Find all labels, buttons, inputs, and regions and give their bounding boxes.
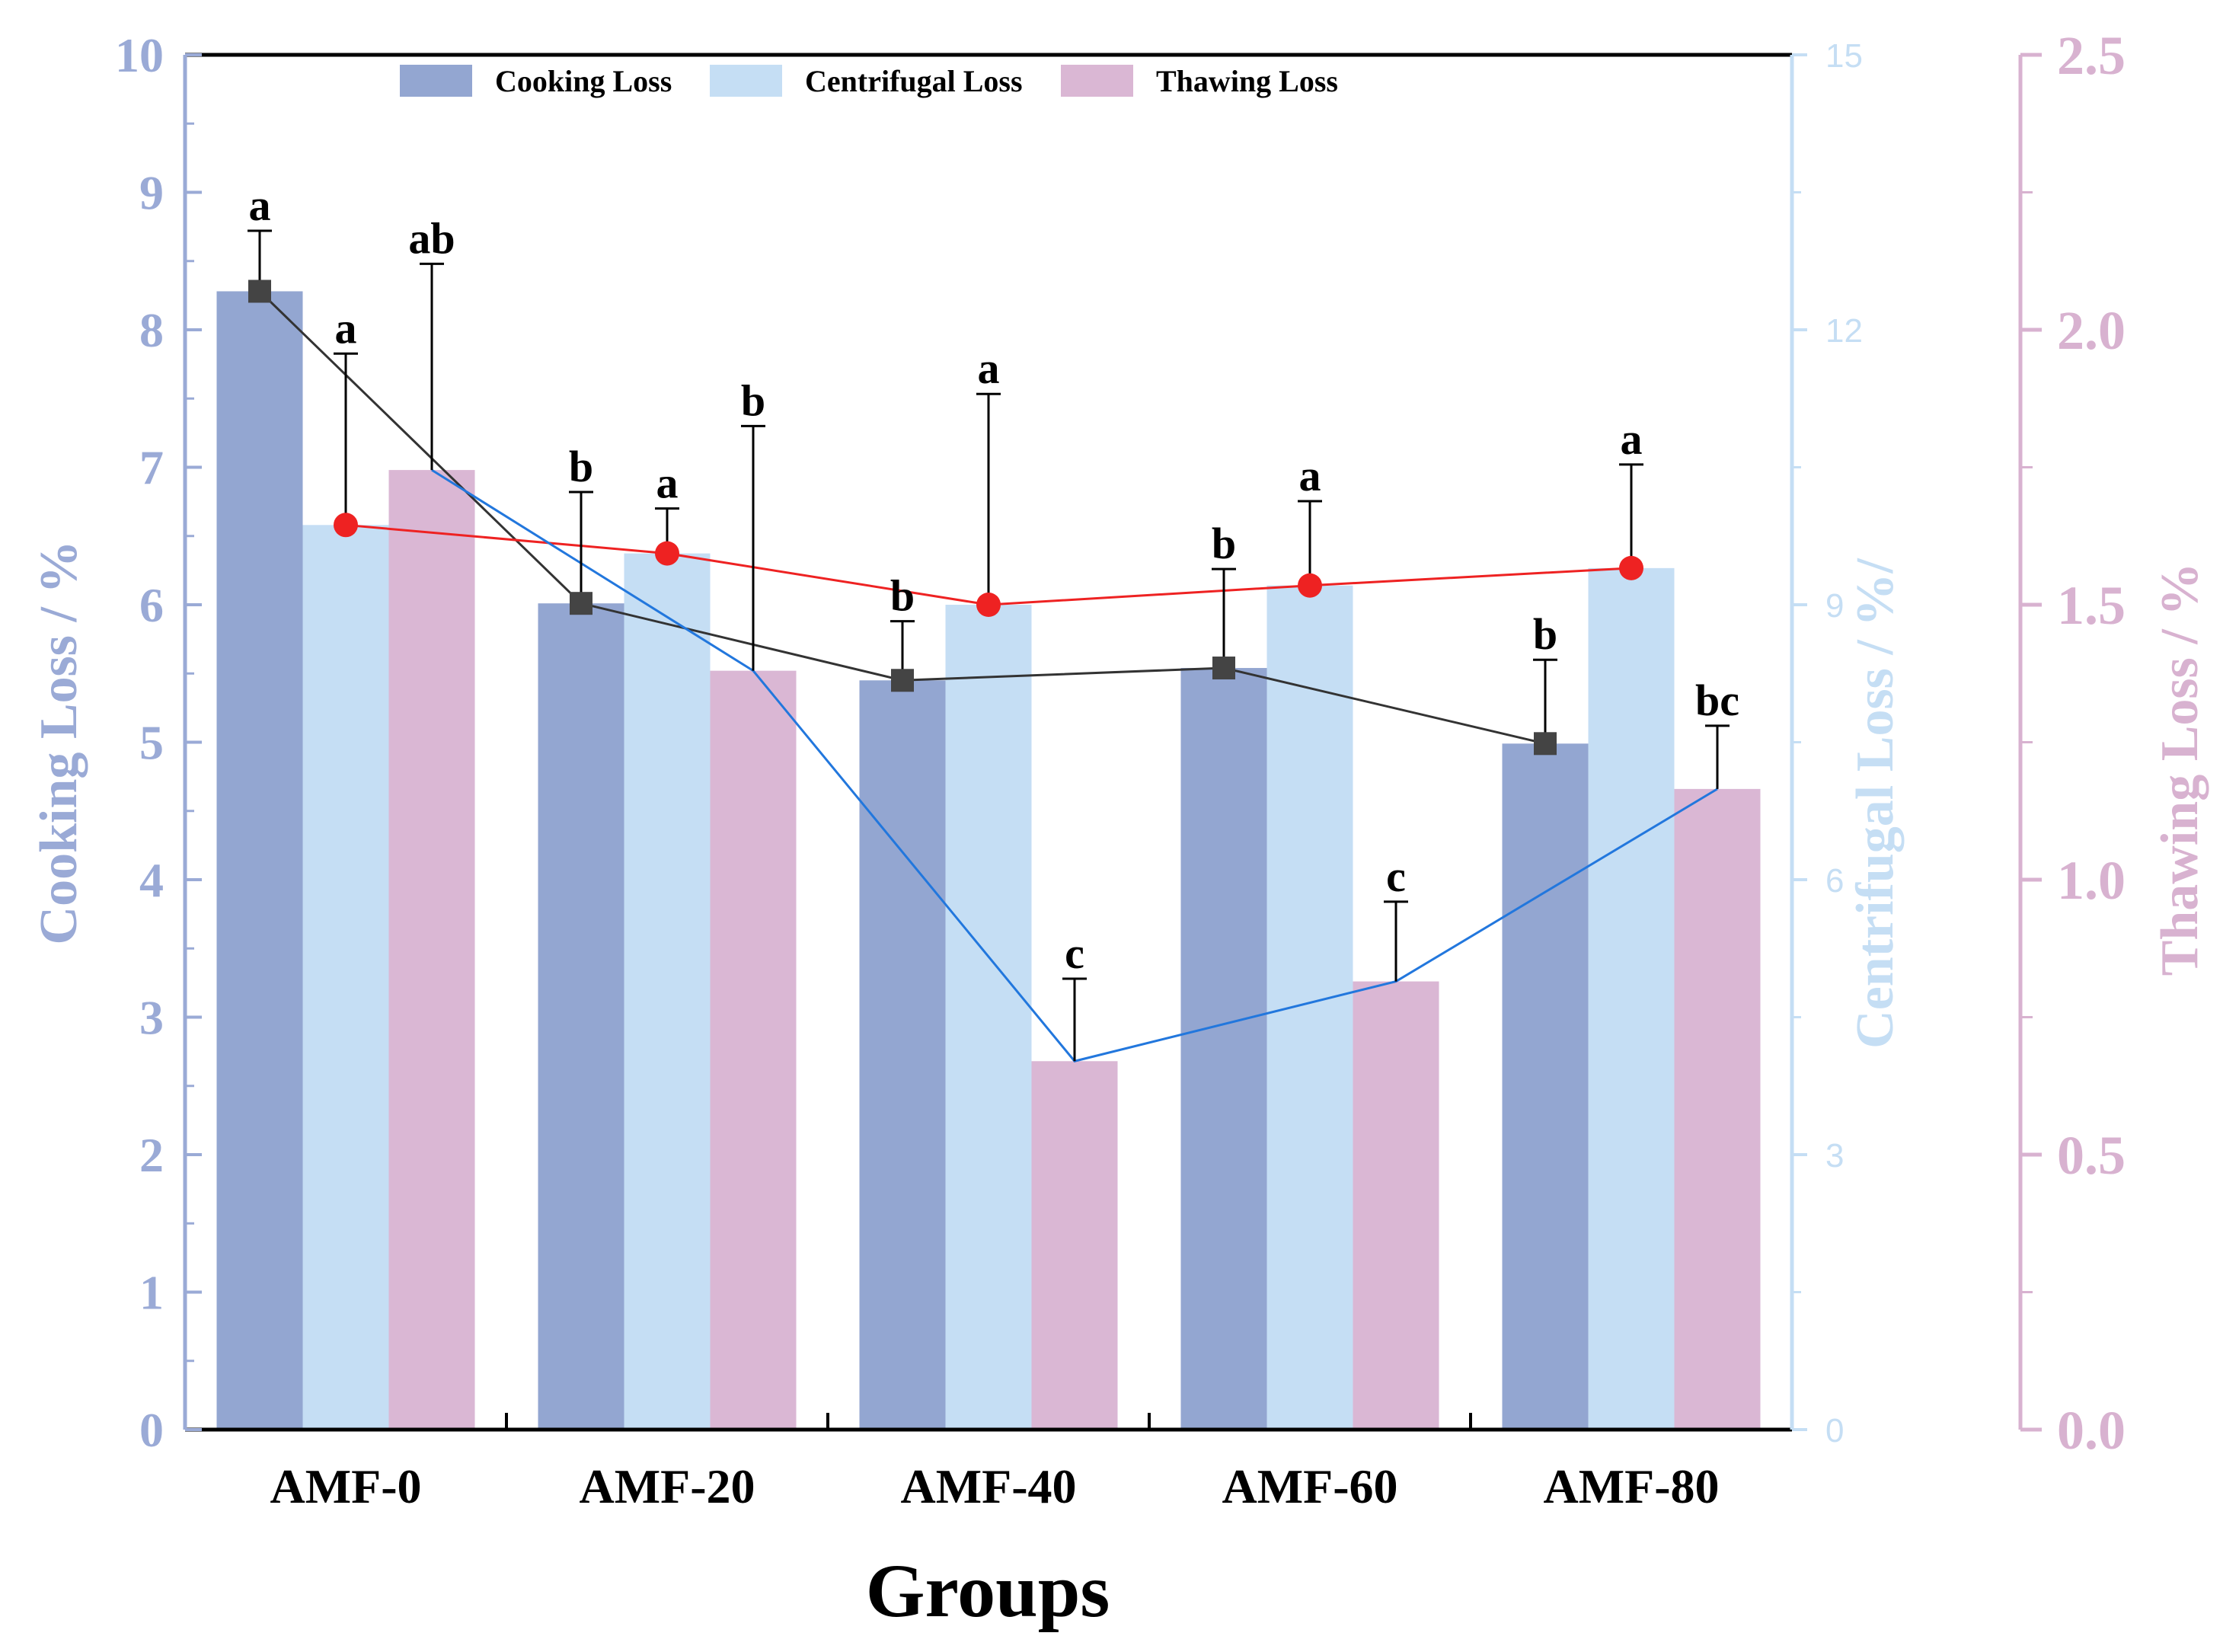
- left-axis-tick-label: 1: [139, 1266, 164, 1320]
- bar-centrifugal-loss-amf-20: [624, 553, 711, 1430]
- marker-centrifugal-loss-amf-60: [1298, 573, 1322, 598]
- x-tick-label-amf-0: AMF-0: [270, 1459, 421, 1513]
- significance-letter-centrifugal-loss-amf-20: a: [656, 459, 679, 508]
- significance-letter-thawing-loss-amf-0: ab: [408, 213, 455, 263]
- marker-centrifugal-loss-amf-20: [655, 541, 679, 566]
- left-axis-tick-label: 9: [139, 166, 164, 220]
- left-axis-tick-label: 4: [139, 853, 164, 907]
- error-bar-centrifugal-loss-amf-0: [334, 352, 358, 526]
- bar-centrifugal-loss-amf-60: [1266, 585, 1353, 1430]
- centrifugal-axis-tick-label: 15: [1825, 37, 1863, 75]
- bar-cooking-loss-amf-20: [538, 603, 624, 1430]
- thawing-axis-tick-label: 1.5: [2057, 575, 2126, 636]
- error-bar-cooking-loss-amf-60: [1212, 567, 1236, 669]
- left-axis-tick-label: 2: [139, 1128, 164, 1182]
- error-bar-thawing-loss-amf-80: [1705, 724, 1730, 789]
- marker-cooking-loss-amf-80: [1534, 732, 1557, 756]
- centrifugal-axis-tick-label: 3: [1825, 1137, 1844, 1174]
- significance-letter-centrifugal-loss-amf-40: a: [978, 344, 1000, 393]
- centrifugal-axis-title: Centrifugal Loss / %/: [1846, 558, 1905, 1049]
- error-bar-centrifugal-loss-amf-60: [1298, 500, 1322, 586]
- significance-letter-cooking-loss-amf-20: b: [569, 442, 593, 491]
- error-bar-thawing-loss-amf-60: [1384, 900, 1408, 982]
- marker-centrifugal-loss-amf-80: [1619, 555, 1643, 580]
- marker-centrifugal-loss-amf-0: [334, 513, 358, 538]
- marker-cooking-loss-amf-0: [248, 280, 271, 303]
- bar-thawing-loss-amf-20: [710, 670, 797, 1430]
- error-bar-thawing-loss-amf-40: [1062, 977, 1087, 1062]
- left-axis-tick-label: 7: [139, 441, 164, 495]
- marker-cooking-loss-amf-40: [891, 669, 914, 692]
- centrifugal-axis-tick-label: 6: [1825, 862, 1844, 899]
- significance-letter-cooking-loss-amf-0: a: [249, 181, 271, 230]
- error-bar-centrifugal-loss-amf-80: [1619, 463, 1643, 568]
- significance-letter-thawing-loss-amf-60: c: [1386, 852, 1406, 901]
- legend-label-cooking-loss: Cooking Loss: [495, 64, 672, 98]
- left-axis-tick-label: 10: [115, 28, 164, 82]
- x-tick-label-amf-60: AMF-60: [1222, 1459, 1397, 1513]
- bars-layer: [216, 291, 1761, 1430]
- x-tick-label-amf-20: AMF-20: [579, 1459, 755, 1513]
- left-axis-tick-label: 8: [139, 303, 164, 357]
- left-axis-tick-label: 3: [139, 991, 164, 1045]
- legend-swatch-cooking-loss: [400, 65, 472, 97]
- significance-letter-thawing-loss-amf-40: c: [1065, 928, 1084, 978]
- significance-letter-cooking-loss-amf-40: b: [890, 571, 915, 621]
- thawing-axis-title: Thawing Loss / %: [2151, 563, 2209, 976]
- marker-cooking-loss-amf-60: [1212, 657, 1235, 680]
- significance-letter-centrifugal-loss-amf-80: a: [1621, 414, 1643, 464]
- left-axis-title: Cooking Loss / %: [30, 541, 88, 945]
- error-bar-thawing-loss-amf-20: [741, 424, 765, 671]
- significance-letter-cooking-loss-amf-60: b: [1212, 519, 1236, 568]
- significance-letter-centrifugal-loss-amf-60: a: [1299, 451, 1321, 500]
- bar-thawing-loss-amf-80: [1674, 788, 1761, 1430]
- error-bar-thawing-loss-amf-0: [420, 262, 444, 471]
- legend-label-thawing-loss: Thawing Loss: [1156, 64, 1338, 98]
- error-bar-cooking-loss-amf-20: [569, 490, 593, 604]
- significance-letter-centrifugal-loss-amf-0: a: [335, 303, 357, 353]
- bar-centrifugal-loss-amf-0: [302, 525, 389, 1430]
- legend: Cooking Loss Centrifugal Loss Thawing Loss: [400, 64, 1338, 98]
- error-bar-cooking-loss-amf-80: [1533, 658, 1557, 744]
- significance-letter-thawing-loss-amf-80: bc: [1695, 676, 1739, 725]
- bar-cooking-loss-amf-40: [859, 680, 946, 1430]
- bar-thawing-loss-amf-40: [1031, 1061, 1118, 1430]
- thawing-axis-tick-label: 0.5: [2057, 1125, 2126, 1186]
- bar-cooking-loss-amf-60: [1180, 668, 1267, 1430]
- bar-thawing-loss-amf-0: [388, 470, 475, 1430]
- thawing-axis-tick-label: 2.5: [2057, 25, 2126, 86]
- legend-swatch-centrifugal-loss: [710, 65, 782, 97]
- legend-label-centrifugal-loss: Centrifugal Loss: [805, 64, 1023, 98]
- bar-cooking-loss-amf-0: [216, 291, 303, 1430]
- centrifugal-axis-tick-label: 9: [1825, 587, 1844, 625]
- left-axis-tick-label: 0: [139, 1403, 164, 1457]
- x-tick-label-amf-40: AMF-40: [900, 1459, 1076, 1513]
- x-axis-title: Groups: [866, 1548, 1110, 1633]
- bar-centrifugal-loss-amf-40: [945, 605, 1032, 1430]
- significance-letter-cooking-loss-amf-80: b: [1533, 609, 1557, 659]
- centrifugal-axis-tick-label: 12: [1825, 312, 1863, 350]
- bar-thawing-loss-amf-60: [1353, 981, 1439, 1430]
- left-axis-tick-label: 5: [139, 716, 164, 770]
- thawing-axis-tick-label: 1.0: [2057, 850, 2126, 911]
- legend-swatch-thawing-loss: [1061, 65, 1133, 97]
- bar-centrifugal-loss-amf-80: [1588, 567, 1675, 1430]
- marker-cooking-loss-amf-20: [570, 592, 592, 615]
- bar-cooking-loss-amf-80: [1502, 743, 1589, 1430]
- left-axis-tick-label: 6: [139, 578, 164, 632]
- significance-letter-thawing-loss-amf-20: b: [741, 375, 765, 425]
- thawing-axis-tick-label: 2.0: [2057, 300, 2126, 361]
- marker-centrifugal-loss-amf-40: [976, 593, 1001, 617]
- x-tick-label-amf-80: AMF-80: [1543, 1459, 1719, 1513]
- thawing-axis-tick-label: 0.0: [2057, 1400, 2126, 1461]
- error-bar-centrifugal-loss-amf-40: [976, 392, 1001, 605]
- centrifugal-axis-tick-label: 0: [1825, 1412, 1844, 1449]
- axes-layer: AMF-0 AMF-20 AMF-40 AMF-60 AMF-8001234567891…: [30, 25, 2209, 1513]
- markers-layer: [248, 280, 1643, 756]
